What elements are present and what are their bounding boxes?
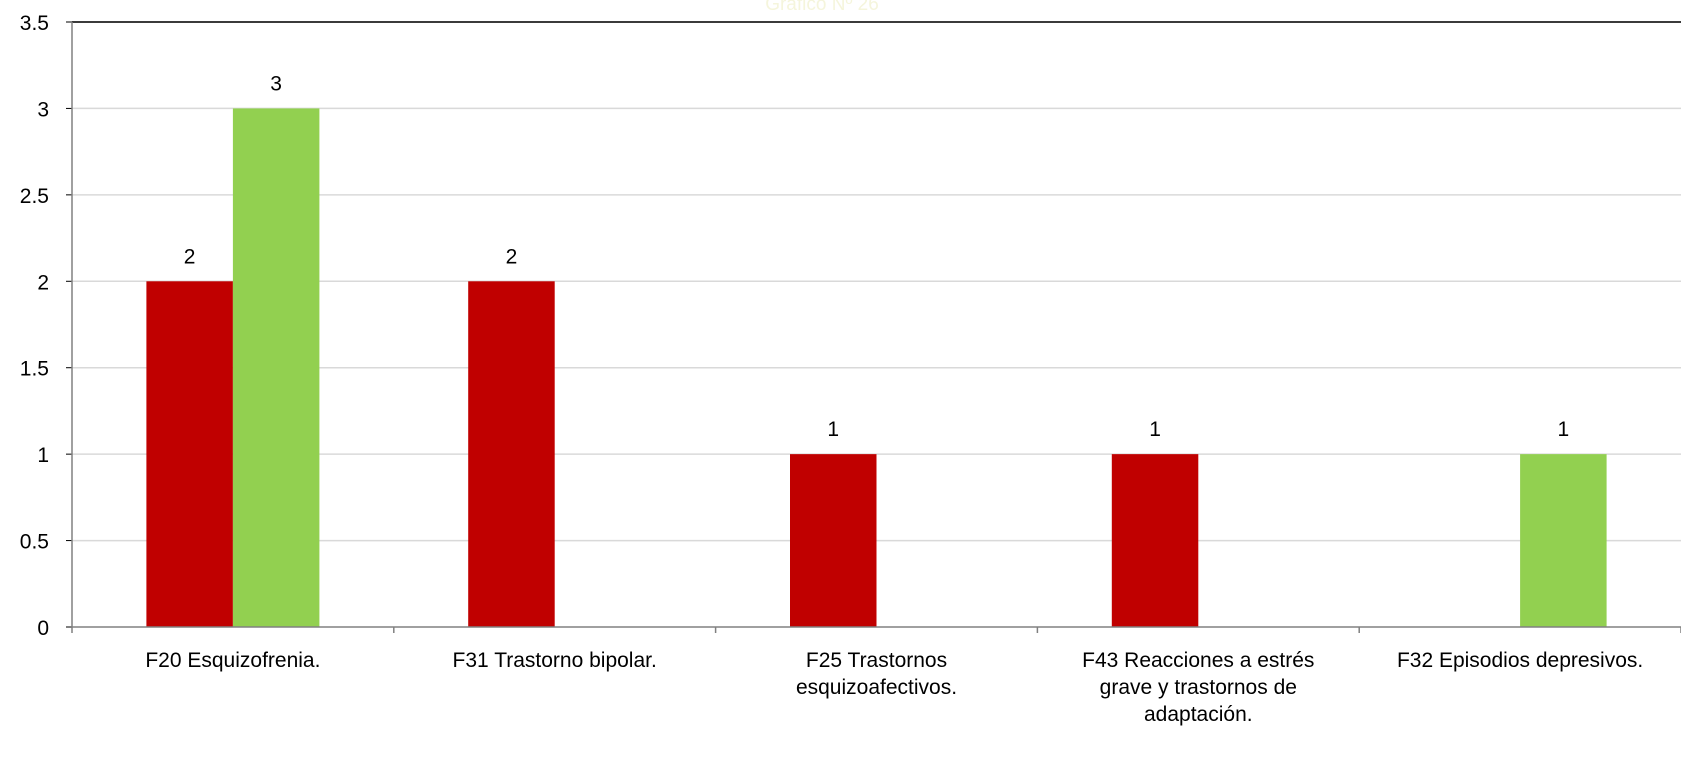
bar [468,281,555,627]
x-tick-label: F31 Trastorno bipolar. [453,649,657,672]
data-label: 1 [1149,418,1161,441]
y-tick-label: 1.5 [20,358,49,381]
y-tick-label: 3.5 [20,12,49,35]
x-tick-label-line: F20 Esquizofrenia. [145,649,320,672]
bar [232,108,320,627]
x-tick-label: F25 Trastornos esquizoafectivos. [796,649,957,699]
y-tick-label: 3 [37,98,49,121]
x-tick-labels: F20 Esquizofrenia. F31 Trastorno bipolar.… [145,649,1643,726]
x-tick-label-line: F31 Trastorno bipolar. [453,649,657,672]
x-tick-label-line: F25 Trastornos [806,649,947,672]
y-tick-label: 0 [37,617,49,640]
x-tick-label: F20 Esquizofrenia. [145,649,320,672]
data-label: 1 [1558,418,1570,441]
y-tick-label: 2 [37,271,49,294]
y-tick-label: 0.5 [20,531,49,554]
axes [66,21,1681,633]
y-tick-label: 2.5 [20,185,49,208]
x-tick-label: F43 Reacciones a estrés grave y trastorno… [1082,649,1314,726]
data-label: 3 [270,72,282,95]
x-tick-label-line: esquizoafectivos. [796,676,957,699]
chart-title: Gráfico Nº 26 [765,0,879,15]
bar [790,454,877,627]
bar [146,281,233,627]
x-tick-label-line: grave y trastornos de [1100,676,1297,699]
data-label: 1 [827,418,839,441]
bars [146,108,1607,627]
x-tick-label-line: adaptación. [1144,703,1253,726]
y-tick-labels: 0 0.5 1 1.5 2 2.5 3 3.5 [20,12,49,640]
data-labels: 2 2 1 1 3 1 [184,72,1569,441]
x-tick-label-line: F43 Reacciones a estrés [1082,649,1314,672]
x-tick-label: F32 Episodios depresivos. [1397,649,1643,672]
bar [1520,454,1607,627]
data-label: 2 [506,245,518,268]
y-tick-label: 1 [37,444,49,467]
x-tick-label-line: F32 Episodios depresivos. [1397,649,1643,672]
bar [1111,454,1199,627]
data-label: 2 [184,245,196,268]
